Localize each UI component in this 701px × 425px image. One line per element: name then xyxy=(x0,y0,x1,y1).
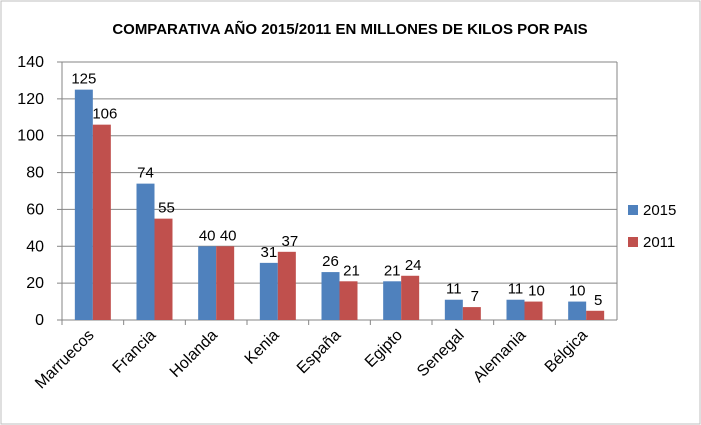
legend-label-2015: 2015 xyxy=(643,202,676,219)
data-label-2011-Egipto: 24 xyxy=(405,257,422,274)
data-label-2011-Bélgica: 5 xyxy=(594,292,602,309)
bar-2015-Marruecos xyxy=(74,89,93,321)
chart-title: COMPARATIVA AÑO 2015/2011 EN MILLONES DE… xyxy=(112,20,587,38)
legend-swatch-2015 xyxy=(628,205,638,215)
bar-2015-Bélgica xyxy=(568,301,587,320)
y-tick-label: 0 xyxy=(35,312,44,329)
data-label-2015-Holanda: 40 xyxy=(199,227,216,244)
legend-label-2011: 2011 xyxy=(643,234,675,251)
data-label-2011-Holanda: 40 xyxy=(220,227,237,244)
data-label-2015-Alemania: 11 xyxy=(508,281,524,298)
bar-2011-Marruecos xyxy=(92,124,111,321)
y-tick-label: 140 xyxy=(17,54,44,71)
data-label-2015-Senegal: 11 xyxy=(446,281,462,298)
data-label-2015-Kenia: 31 xyxy=(260,244,277,261)
bar-2011-Senegal xyxy=(462,307,481,320)
y-tick-label: 120 xyxy=(17,91,44,108)
bar-2015-España xyxy=(321,272,340,320)
data-label-2011-Francia: 55 xyxy=(158,200,175,217)
data-label-2011-Kenia: 37 xyxy=(281,233,298,250)
bar-2015-Alemania xyxy=(506,299,525,320)
bar-2011-Bélgica xyxy=(586,310,605,320)
bar-2015-Kenia xyxy=(259,262,278,320)
y-tick-label: 100 xyxy=(17,128,44,145)
bar-2015-Senegal xyxy=(444,299,463,320)
bar-2011-Kenia xyxy=(277,251,296,320)
bar-2015-Holanda xyxy=(198,246,217,320)
bars xyxy=(74,89,605,321)
bar-2011-Alemania xyxy=(524,301,543,320)
data-label-2015-Egipto: 21 xyxy=(384,262,401,279)
bar-2011-España xyxy=(339,281,358,320)
legend-swatch-2011 xyxy=(628,237,638,247)
data-label-2015-Bélgica: 10 xyxy=(569,283,586,300)
bar-2015-Francia xyxy=(136,183,155,320)
y-tick-label: 60 xyxy=(26,201,44,218)
y-tick-label: 80 xyxy=(26,165,44,182)
legend: 2015 2011 xyxy=(628,202,676,251)
data-label-2011-Alemania: 10 xyxy=(528,283,545,300)
bar-2011-Egipto xyxy=(401,275,420,320)
data-label-2015-Marruecos: 125 xyxy=(71,71,96,88)
data-label-2011-Marruecos: 106 xyxy=(92,106,117,123)
bar-2015-Egipto xyxy=(383,281,402,320)
bar-2011-Francia xyxy=(154,218,173,320)
data-label-2015-España: 26 xyxy=(322,253,339,270)
data-label-2011-Senegal: 7 xyxy=(471,288,479,305)
y-tick-label: 20 xyxy=(26,275,44,292)
data-label-2015-Francia: 74 xyxy=(137,165,154,182)
y-tick-label: 40 xyxy=(26,238,44,255)
bar-2011-Holanda xyxy=(216,246,235,320)
data-label-2011-España: 21 xyxy=(343,262,360,279)
